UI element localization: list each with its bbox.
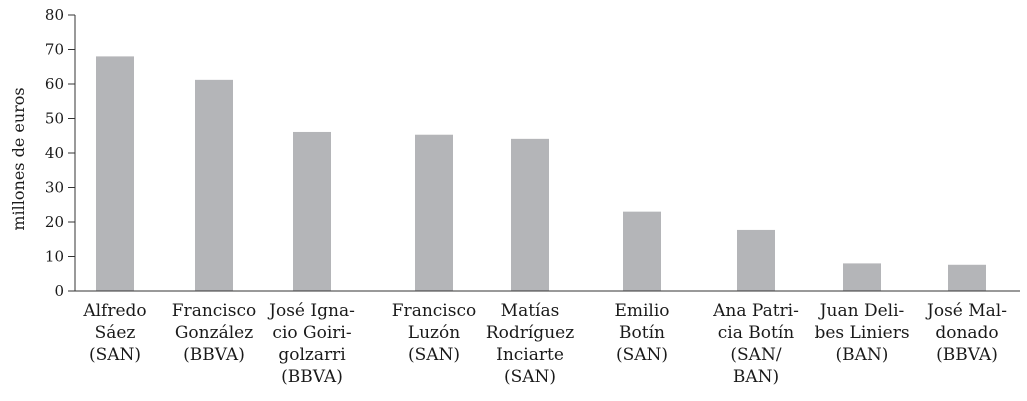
bar	[737, 229, 775, 291]
x-category-label: José Mal-donado (BBVA)	[925, 301, 1007, 365]
x-category-label: Francisco Luzón (SAN)	[392, 301, 476, 365]
bar	[843, 263, 881, 291]
x-category-label: Emilio Botín (SAN)	[614, 301, 669, 365]
bar	[511, 138, 549, 291]
bar	[195, 79, 233, 291]
x-category-label-line: Botín	[619, 323, 665, 343]
category-labels: Alfredo Sáez (SAN)Francisco González (BBVA)J…	[82, 301, 1007, 387]
y-tick-label: 50	[45, 110, 64, 128]
x-category-label-line: Sáez	[95, 323, 136, 343]
y-tick-label: 0	[54, 282, 64, 300]
x-category-label-line: Juan Deli-	[818, 301, 905, 321]
x-category-label-line: Francisco	[392, 301, 476, 321]
y-axis: 0 10 20 30 40 50 60 70 80	[45, 6, 76, 300]
x-category-label-line: BAN)	[733, 367, 779, 387]
x-category-label-line: (SAN/	[730, 345, 781, 365]
x-category-label: Matías Rodríguez Inciarte (SAN)	[486, 301, 574, 387]
x-category-label-line: (SAN)	[408, 345, 460, 365]
bar	[96, 56, 134, 292]
x-category-label-line: donado	[935, 323, 998, 343]
x-category-label-line: Francisco	[172, 301, 256, 321]
x-category-label-line: (SAN)	[616, 345, 668, 365]
bar	[415, 134, 453, 291]
x-category-label-line: (SAN)	[504, 367, 556, 387]
y-tick-label: 10	[45, 248, 64, 266]
y-tick-label: 60	[45, 75, 64, 93]
x-category-label-line: cio Goiri-	[272, 323, 351, 343]
x-category-label-line: Alfredo	[82, 301, 146, 321]
x-category-label-line: Luzón	[408, 323, 460, 343]
x-category-label-line: José Igna-	[267, 301, 355, 321]
x-category-label: Francisco González (BBVA)	[172, 301, 256, 365]
x-category-label-line: (SAN)	[89, 345, 141, 365]
bars	[96, 56, 986, 292]
y-tick-label: 80	[45, 6, 64, 24]
x-category-label-line: Matías	[501, 301, 560, 321]
x-category-label-line: (BBVA)	[936, 345, 998, 365]
x-category-label-line: Inciarte	[496, 345, 564, 365]
x-category-label-line: José Mal-	[925, 301, 1007, 321]
y-tick-label: 70	[45, 41, 64, 59]
bar	[623, 211, 661, 291]
x-category-label-line: González	[175, 323, 253, 343]
x-category-label: Alfredo Sáez (SAN)	[82, 301, 146, 365]
x-category-label-line: bes Liniers	[814, 323, 909, 343]
x-category-label-line: golzarri	[278, 345, 346, 365]
y-tick-label: 30	[45, 179, 64, 197]
x-category-label-line: (BAN)	[836, 345, 889, 365]
x-category-label: José Igna-cio Goiri-golzarri (BBVA)	[267, 301, 355, 387]
x-category-label-line: cia Botín	[718, 323, 794, 343]
x-category-label-line: Emilio	[614, 301, 669, 321]
x-category-label-line: (BBVA)	[281, 367, 343, 387]
x-category-label-line: Ana Patri-	[712, 301, 799, 321]
bar	[948, 264, 986, 291]
bar	[293, 131, 331, 291]
y-tick-label: 20	[45, 213, 64, 231]
y-axis-title-group: millones de euros	[9, 87, 28, 230]
x-category-label: Ana Patri-cia Botín (SAN/BAN)	[712, 301, 799, 387]
y-tick-label: 40	[45, 144, 64, 162]
x-category-label-line: Rodríguez	[486, 323, 574, 343]
y-axis-title: millones de euros	[9, 87, 28, 230]
x-category-label: Juan Deli-bes Liniers (BAN)	[814, 301, 909, 365]
x-category-label-line: (BBVA)	[183, 345, 245, 365]
